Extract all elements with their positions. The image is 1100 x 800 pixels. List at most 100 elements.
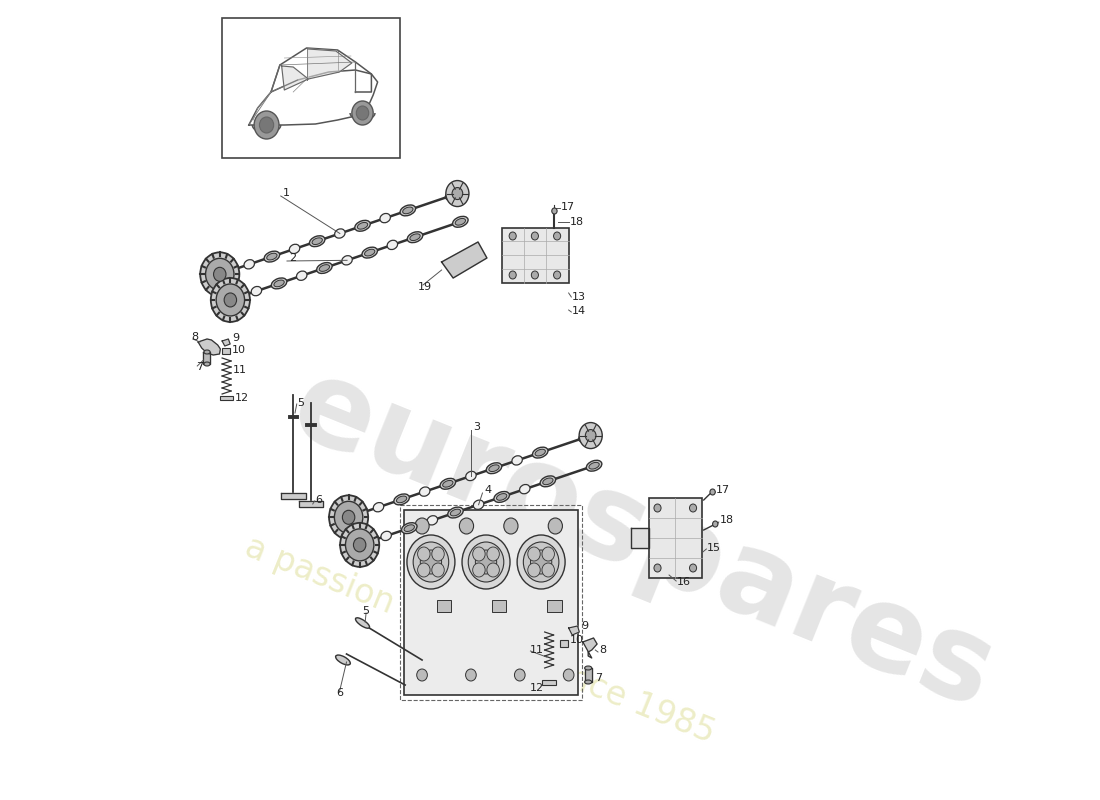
Text: 11: 11 bbox=[233, 365, 246, 375]
Ellipse shape bbox=[334, 229, 345, 238]
Ellipse shape bbox=[381, 531, 392, 541]
Text: 17: 17 bbox=[716, 485, 730, 495]
Circle shape bbox=[487, 547, 499, 561]
Circle shape bbox=[563, 669, 574, 681]
Circle shape bbox=[515, 669, 525, 681]
Polygon shape bbox=[298, 501, 323, 507]
Ellipse shape bbox=[355, 538, 371, 549]
Ellipse shape bbox=[400, 205, 416, 216]
Text: 8: 8 bbox=[191, 332, 198, 342]
Circle shape bbox=[465, 669, 476, 681]
Ellipse shape bbox=[496, 494, 507, 500]
Ellipse shape bbox=[579, 431, 594, 442]
Ellipse shape bbox=[512, 456, 522, 465]
Polygon shape bbox=[308, 49, 352, 79]
Circle shape bbox=[509, 271, 516, 279]
Circle shape bbox=[206, 258, 234, 290]
Text: 8: 8 bbox=[598, 645, 606, 655]
Ellipse shape bbox=[219, 266, 234, 278]
Circle shape bbox=[213, 267, 226, 282]
Ellipse shape bbox=[204, 350, 210, 354]
Circle shape bbox=[473, 547, 485, 561]
Text: 7: 7 bbox=[595, 673, 603, 683]
Text: 18: 18 bbox=[719, 515, 734, 525]
Bar bbox=[405, 510, 578, 695]
Text: 12: 12 bbox=[234, 393, 249, 403]
Ellipse shape bbox=[442, 481, 453, 487]
Ellipse shape bbox=[379, 214, 390, 222]
Bar bbox=[542, 680, 557, 685]
Bar bbox=[492, 600, 506, 612]
Ellipse shape bbox=[251, 286, 262, 296]
Circle shape bbox=[531, 232, 538, 240]
Ellipse shape bbox=[588, 462, 600, 469]
Ellipse shape bbox=[358, 540, 368, 547]
Polygon shape bbox=[249, 70, 377, 125]
Ellipse shape bbox=[465, 471, 476, 481]
Circle shape bbox=[509, 232, 516, 240]
Circle shape bbox=[345, 529, 374, 561]
Polygon shape bbox=[198, 339, 220, 355]
Circle shape bbox=[200, 252, 240, 296]
Bar bbox=[502, 228, 569, 283]
Polygon shape bbox=[441, 242, 487, 278]
Ellipse shape bbox=[355, 220, 371, 231]
Text: 5: 5 bbox=[298, 398, 305, 408]
Ellipse shape bbox=[364, 250, 375, 256]
Circle shape bbox=[553, 271, 561, 279]
Circle shape bbox=[531, 271, 538, 279]
Circle shape bbox=[542, 547, 554, 561]
Circle shape bbox=[352, 101, 373, 125]
Bar bbox=[437, 600, 451, 612]
Circle shape bbox=[473, 563, 485, 577]
Ellipse shape bbox=[419, 487, 430, 496]
Ellipse shape bbox=[446, 190, 461, 201]
Ellipse shape bbox=[309, 236, 324, 246]
Bar bbox=[560, 640, 568, 647]
Ellipse shape bbox=[348, 510, 363, 521]
Ellipse shape bbox=[455, 218, 465, 225]
Ellipse shape bbox=[221, 269, 232, 275]
Text: 6: 6 bbox=[336, 688, 343, 698]
Text: a passion for parts since 1985: a passion for parts since 1985 bbox=[240, 530, 719, 750]
Text: 15: 15 bbox=[707, 543, 722, 553]
Circle shape bbox=[504, 518, 518, 534]
Circle shape bbox=[530, 550, 552, 574]
Ellipse shape bbox=[289, 244, 300, 254]
Text: 2: 2 bbox=[289, 253, 296, 263]
Polygon shape bbox=[583, 638, 597, 658]
Text: 14: 14 bbox=[572, 306, 586, 316]
Ellipse shape bbox=[319, 265, 330, 271]
Text: 4: 4 bbox=[484, 485, 492, 495]
Circle shape bbox=[353, 538, 366, 552]
Circle shape bbox=[356, 106, 369, 120]
Text: 12: 12 bbox=[529, 683, 543, 693]
Ellipse shape bbox=[266, 254, 277, 260]
Circle shape bbox=[710, 489, 715, 495]
Circle shape bbox=[446, 181, 469, 206]
Ellipse shape bbox=[448, 192, 459, 198]
Circle shape bbox=[417, 669, 428, 681]
Circle shape bbox=[329, 495, 368, 539]
Polygon shape bbox=[282, 66, 308, 90]
Ellipse shape bbox=[488, 465, 499, 471]
Circle shape bbox=[334, 502, 363, 534]
Ellipse shape bbox=[448, 507, 463, 518]
Ellipse shape bbox=[450, 509, 461, 516]
Text: 19: 19 bbox=[418, 282, 431, 292]
Circle shape bbox=[542, 563, 554, 577]
Circle shape bbox=[654, 504, 661, 512]
Ellipse shape bbox=[410, 234, 420, 241]
Ellipse shape bbox=[542, 478, 553, 485]
Ellipse shape bbox=[440, 478, 455, 490]
Circle shape bbox=[432, 547, 444, 561]
Bar bbox=[222, 18, 399, 158]
Text: 10: 10 bbox=[570, 635, 583, 645]
Ellipse shape bbox=[342, 256, 352, 265]
Text: 9: 9 bbox=[232, 333, 239, 343]
Ellipse shape bbox=[532, 447, 548, 458]
Text: 13: 13 bbox=[572, 292, 586, 302]
Ellipse shape bbox=[473, 500, 484, 510]
Polygon shape bbox=[631, 528, 649, 548]
Circle shape bbox=[517, 535, 565, 589]
